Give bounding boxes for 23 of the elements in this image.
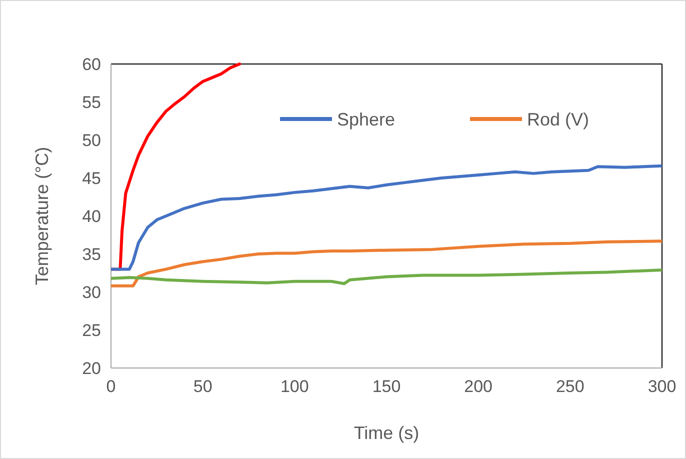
x-axis-title: Time (s) xyxy=(354,423,420,443)
y-tick-label: 30 xyxy=(82,282,101,302)
line-series xyxy=(111,268,662,286)
line-series xyxy=(111,164,662,271)
legend-label: Sphere xyxy=(337,109,396,130)
y-tick-label: 35 xyxy=(82,244,101,264)
x-tick-label: 50 xyxy=(193,377,212,396)
x-tick-label: 250 xyxy=(556,377,584,396)
y-tick-label: 20 xyxy=(82,358,101,378)
x-tick-label: 150 xyxy=(372,377,401,396)
y-tick-label: 45 xyxy=(82,168,101,188)
legend-label: Rod (V) xyxy=(527,109,590,130)
y-axis-title: Temperature (°C) xyxy=(32,146,52,286)
y-tick-label: 55 xyxy=(82,92,101,112)
y-tick-label: 60 xyxy=(82,54,101,74)
x-tick-label: 100 xyxy=(280,377,309,396)
line-series xyxy=(111,240,662,288)
y-tick-label: 25 xyxy=(82,320,101,340)
x-tick-label: 300 xyxy=(648,377,676,396)
x-tick-label: 200 xyxy=(464,377,493,396)
x-tick-label: 0 xyxy=(106,377,116,396)
y-tick-label: 50 xyxy=(82,130,101,150)
y-tick-label: 40 xyxy=(82,206,101,226)
